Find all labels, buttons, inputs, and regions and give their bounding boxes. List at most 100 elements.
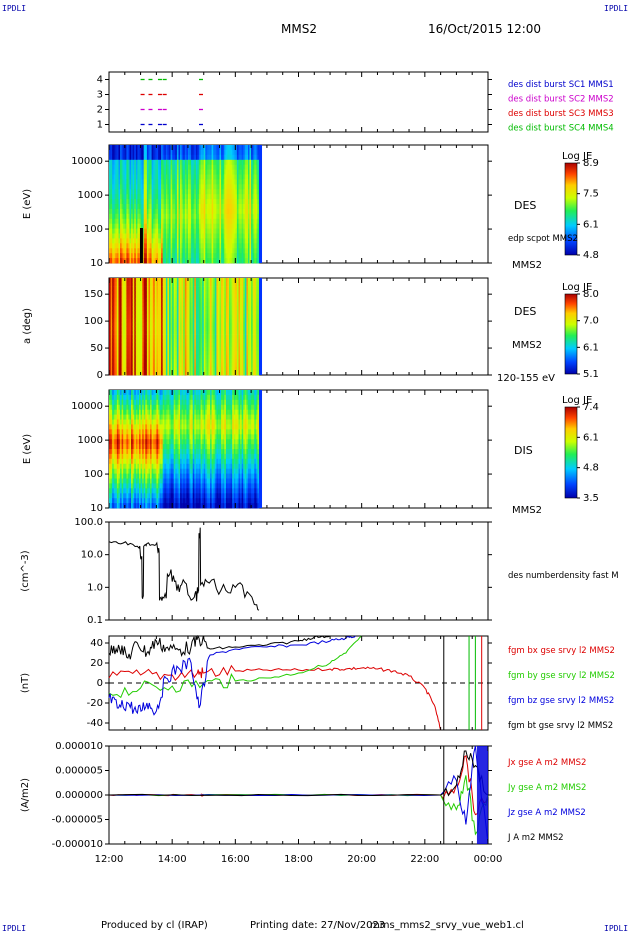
dis-energy-spectrogram-cell <box>113 458 116 465</box>
des-pitch-spectrogram-cell <box>110 302 113 307</box>
des-pitch-spectrogram-cell <box>164 302 167 307</box>
des-energy-spectrogram-cell <box>137 208 140 215</box>
des-pitch-spectrogram-cell <box>165 294 168 299</box>
dis-energy-spectrogram-cell <box>129 390 132 396</box>
des-energy-spectrogram-cell <box>118 174 121 180</box>
des-pitch-spectrogram-cell <box>129 350 132 356</box>
des-energy-spectrogram-cell <box>188 213 190 220</box>
dis-energy-spectrogram-cell <box>132 488 135 494</box>
des-pitch-spectrogram-edge <box>259 278 263 375</box>
des-pitch-spectrogram-cell <box>143 302 146 307</box>
des-pitch-spectrogram-cell <box>161 350 164 356</box>
des-energy-spectrogram-cell <box>251 189 254 195</box>
des-pitch-spectrogram-cell <box>137 290 140 295</box>
des-energy-spectrogram-cell <box>241 248 244 254</box>
des-pitch-spectrogram-cell <box>112 326 115 331</box>
des-energy-spectrogram-cell <box>181 228 184 234</box>
des-pitch-spectrogram-cell <box>252 338 255 343</box>
dis-energy-spectrogram-cell <box>132 453 135 460</box>
des-energy-spectrogram-cell <box>110 243 113 249</box>
des-energy-spectrogram-cell <box>140 199 143 205</box>
des-energy-spectrogram-cell <box>167 238 170 244</box>
des-energy-spectrogram-cell <box>195 238 198 244</box>
des-pitch-spectrogram-cell <box>211 371 214 376</box>
des-pitch-spectrogram-cell <box>123 362 126 368</box>
des-energy-spectrogram-cell <box>188 189 190 195</box>
des-energy-spectrogram-cell <box>229 248 231 254</box>
des-energy-spectrogram-cell <box>197 145 200 151</box>
des-pitch-spectrogram-cell <box>115 286 118 291</box>
des-energy-spectrogram-cell <box>156 223 159 229</box>
des-pitch-spectrogram-cell <box>124 314 127 319</box>
dis-energy-spectrogram-cell <box>132 404 135 411</box>
des-energy-spectrogram-cell <box>222 149 225 156</box>
des-energy-spectrogram-cell <box>240 248 243 254</box>
des-energy-spectrogram-cell <box>172 199 175 205</box>
des-pitch-spectrogram-cell <box>161 282 164 287</box>
des-pitch-spectrogram-cell <box>206 366 209 372</box>
des-energy-spectrogram-cell <box>235 243 238 249</box>
des-pitch-spectrogram-cell <box>202 282 205 287</box>
des-pitch-spectrogram-cell <box>135 342 138 348</box>
des-pitch-spectrogram-cell <box>137 310 140 315</box>
des-energy-spectrogram-cell <box>197 248 200 254</box>
des-pitch-spectrogram-cell <box>175 330 178 335</box>
des-pitch-spectrogram-cell <box>118 358 121 364</box>
des-energy-spectrogram-cell <box>134 233 137 239</box>
des-pitch-spectrogram-cell <box>216 338 219 343</box>
dis-energy-spectrogram-cell <box>120 458 123 465</box>
des-pitch-spectrogram-cell <box>246 330 249 335</box>
des-pitch-spectrogram-cell <box>156 322 159 327</box>
des-energy-spectrogram-cell <box>118 189 121 195</box>
des-pitch-spectrogram-cell <box>199 278 201 283</box>
des-pitch-spectrogram-cell <box>206 306 209 311</box>
des-pitch-spectrogram-cell <box>191 302 194 307</box>
des-energy-spectrogram-cell <box>254 179 257 185</box>
des-pitch-spectrogram-cell <box>128 350 130 356</box>
des-energy-spectrogram-cell <box>120 199 123 205</box>
des-pitch-spectrogram-cell <box>148 354 151 360</box>
des-energy-spectrogram-cell <box>176 253 179 259</box>
des-pitch-spectrogram-cell <box>110 350 113 356</box>
des-energy-spectrogram-cell <box>252 204 255 210</box>
des-energy-spectrogram-cell <box>211 238 214 244</box>
des-energy-spectrogram-cell <box>172 169 175 175</box>
des-energy-spectrogram-cell <box>124 233 127 239</box>
des-energy-spectrogram-cell <box>164 174 167 180</box>
des-energy-spectrogram-cell <box>164 184 167 190</box>
des-energy-spectrogram-cell <box>181 194 184 200</box>
des-pitch-spectrogram-cell <box>178 294 181 299</box>
des-pitch-spectrogram-cell <box>140 350 143 356</box>
des-pitch-spectrogram-cell <box>121 366 124 372</box>
des-pitch-spectrogram-cell <box>254 310 257 315</box>
des-pitch-spectrogram-cell <box>172 366 175 372</box>
des-energy-spectrogram-cell <box>142 258 145 264</box>
des-pitch-spectrogram-cell <box>184 318 187 323</box>
des-pitch-spectrogram-cell <box>129 358 132 364</box>
dis-energy-spectrogram-cell <box>120 493 123 499</box>
des-energy-spectrogram-cell <box>257 208 260 215</box>
des-energy-spectrogram-cell <box>172 238 175 244</box>
des-energy-spectrogram-cell <box>206 218 209 225</box>
des-energy-spectrogram-cell <box>124 164 127 170</box>
des-pitch-spectrogram-cell <box>165 306 168 311</box>
des-pitch-spectrogram-cell <box>167 362 170 368</box>
des-energy-spectrogram-cell <box>183 228 186 234</box>
des-pitch-spectrogram-cell <box>158 342 160 348</box>
des-pitch-spectrogram-cell <box>178 322 181 327</box>
corner-label-top-left: IPDLI <box>2 4 27 13</box>
des-energy-spectrogram-cell <box>232 179 235 185</box>
des-pitch-spectrogram-cell <box>121 326 124 331</box>
des-pitch-spectrogram-cell <box>159 362 162 368</box>
des-pitch-spectrogram-cell <box>199 294 201 299</box>
des-energy-spectrogram-cell <box>164 189 167 195</box>
des-pitch-spectrogram-cell <box>194 338 197 343</box>
des-energy-spectrogram-cell <box>118 179 121 185</box>
des-pitch-spectrogram-cell <box>229 354 231 360</box>
des-pitch-spectrogram-cell <box>200 306 203 311</box>
des-pitch-spectrogram-cell <box>139 362 141 368</box>
dis-energy-spectrogram-cell <box>116 399 119 406</box>
des-energy-spectrogram-cell <box>229 228 231 234</box>
des-energy-spectrogram-cell <box>241 189 244 195</box>
des-energy-spectrogram-cell <box>194 199 197 205</box>
